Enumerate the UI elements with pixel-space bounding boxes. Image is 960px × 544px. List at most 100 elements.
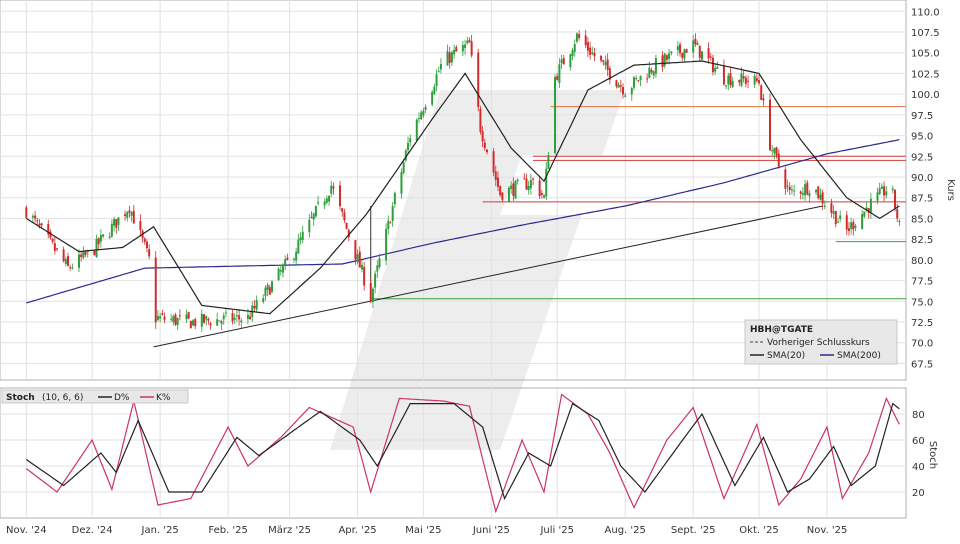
candle-body — [145, 241, 148, 249]
candle-body — [788, 186, 791, 191]
candle-body — [615, 80, 618, 87]
candle-body — [34, 215, 37, 219]
candle-body — [808, 193, 811, 197]
candle-body — [681, 52, 684, 58]
candle-body — [253, 305, 256, 309]
y-tick-label: 80.0 — [911, 256, 933, 267]
candle-body — [49, 231, 52, 238]
candle-body — [354, 240, 357, 260]
candle-body — [786, 185, 789, 187]
sma20-line — [25, 60, 900, 315]
candle-body — [117, 217, 120, 225]
candle-body — [308, 219, 311, 233]
candle-body — [847, 228, 850, 232]
stoch-grid — [0, 387, 907, 519]
candle-body — [437, 71, 440, 73]
candle-body — [84, 252, 87, 255]
candle-body — [804, 184, 807, 196]
candle-body — [744, 77, 747, 84]
candle-body — [461, 45, 464, 52]
candle-body — [264, 287, 267, 296]
watermark-notch — [500, 155, 612, 215]
candle-body — [836, 221, 839, 223]
candle-body — [450, 52, 453, 63]
candle-body — [36, 220, 39, 222]
candle-body — [584, 35, 587, 46]
candle-body — [527, 185, 530, 191]
y-tick-label: 92.5 — [911, 152, 933, 163]
candle-body — [554, 76, 557, 154]
candle-body — [126, 212, 129, 218]
candle-body — [343, 212, 346, 221]
candle-body — [286, 257, 289, 260]
candle-body — [650, 70, 653, 73]
candle-body — [455, 46, 458, 52]
candle-body — [132, 210, 135, 224]
candle-body — [271, 281, 274, 293]
candle-body — [630, 88, 633, 95]
stoch-panel-frame — [0, 387, 907, 519]
y-tick-label: 107.5 — [911, 28, 940, 39]
candle-body — [464, 44, 467, 49]
candle-body — [608, 68, 611, 80]
sma200-group — [26, 139, 900, 304]
candle-body — [523, 178, 526, 180]
candle-body — [817, 186, 820, 199]
candle-body — [725, 85, 728, 87]
candle-body — [470, 41, 473, 56]
candle-body — [156, 316, 159, 320]
candle-body — [108, 236, 111, 238]
stoch-k-line — [25, 393, 900, 514]
candle-body — [40, 223, 43, 226]
candle-body — [97, 238, 100, 245]
x-tick-label: Sept. '25 — [671, 525, 716, 536]
candle-body — [529, 180, 532, 189]
candle-body — [385, 228, 388, 261]
candle-body — [486, 149, 489, 153]
candle-body — [124, 214, 127, 217]
candle-body — [71, 267, 74, 269]
candle-body — [233, 317, 236, 320]
candle-body — [174, 314, 177, 325]
candle-body — [339, 185, 342, 207]
candle-body — [417, 118, 420, 120]
candle-body — [898, 220, 901, 222]
candle-body — [663, 53, 666, 66]
candle-body — [790, 189, 793, 191]
candle-body — [77, 254, 80, 268]
stoch-y-tick-label: 20 — [912, 488, 925, 499]
candle-body — [709, 56, 712, 58]
candle-body — [433, 86, 436, 94]
candle-body — [758, 80, 761, 84]
y-tick-label: 72.5 — [911, 318, 933, 329]
candle-body — [389, 222, 392, 224]
candle-body — [200, 313, 203, 327]
axes-group: 110.0 107.5 105.0 102.5 100.0 97.5 95.0 92.5 90.… — [6, 7, 956, 536]
candle-body — [801, 192, 804, 195]
candle-body — [255, 300, 258, 310]
candle-body — [639, 75, 642, 80]
candle-body — [38, 223, 41, 226]
candle-body — [415, 119, 418, 141]
candle-body — [148, 249, 151, 257]
stoch-lines-group — [25, 393, 900, 514]
candle-body — [586, 42, 589, 51]
candle-body — [863, 211, 866, 217]
candle-body — [869, 198, 872, 213]
candle-body — [47, 223, 50, 235]
candle-body — [203, 314, 206, 323]
candle-body — [139, 221, 142, 231]
candle-body — [328, 195, 331, 202]
candle-body — [821, 192, 824, 204]
candle-body — [499, 185, 502, 195]
candle-body — [53, 243, 56, 251]
candle-body — [648, 67, 651, 78]
candle-body — [510, 185, 513, 190]
main-panel-frame — [0, 0, 907, 381]
candle-body — [716, 67, 719, 69]
candle-body — [839, 215, 842, 219]
y-tick-label: 75.0 — [911, 297, 933, 308]
y-tick-label: 105.0 — [911, 49, 940, 60]
candle-body — [358, 251, 361, 268]
candle-body — [876, 192, 879, 201]
